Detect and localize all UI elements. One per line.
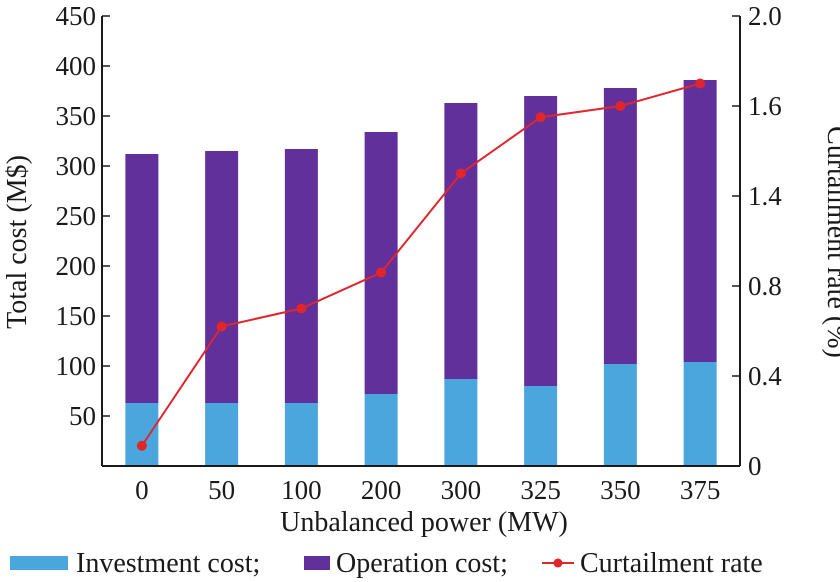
bar-investment-0: [125, 403, 159, 466]
x-ticks-layer: 0 50 100 200 300 325 350 375: [135, 475, 720, 505]
bar-operation-325: [524, 96, 558, 386]
bar-investment-375: [683, 362, 717, 466]
legend-label-investment: Investment cost;: [76, 548, 260, 579]
bars-layer: [125, 80, 717, 466]
curtailment-point-100: [296, 303, 307, 314]
curtailment-line-layer: [136, 78, 706, 451]
axes-layer: [101, 16, 741, 467]
plot-area: [125, 78, 717, 466]
bar-investment-350: [603, 364, 637, 466]
curtailment-point-350: [615, 101, 626, 111]
bar-investment-325: [524, 386, 558, 466]
y-tick-label-400: 400: [56, 51, 97, 81]
x-tick-label-200: 200: [361, 475, 402, 505]
y-tick-label-300: 300: [56, 151, 97, 181]
curtailment-line: [141, 82, 701, 447]
x-tick-label-300: 300: [441, 475, 482, 505]
legend-swatch-operation: [304, 556, 330, 570]
curtailment-point-200: [376, 267, 387, 278]
bar-investment-50: [205, 403, 239, 466]
x-tick-label-375: 375: [680, 475, 721, 505]
curtailment-point-300: [455, 168, 466, 179]
y-tick-label-200: 200: [56, 251, 97, 281]
y2-tick-label-1.6: 1.6: [748, 91, 782, 121]
x-tick-label-50: 50: [208, 475, 235, 505]
x-tick-label-350: 350: [600, 475, 641, 505]
bar-investment-200: [364, 394, 398, 466]
legend-label-operation: Operation cost;: [336, 548, 508, 579]
y-tick-label-100: 100: [56, 351, 97, 381]
y2-tick-label-0.8: 0.8: [748, 271, 782, 301]
y-tick-label-350: 350: [56, 101, 97, 131]
y2-tick-label-0.4: 0.4: [748, 361, 782, 391]
legend-label-curtailment: Curtailment rate: [580, 548, 763, 579]
x-tick-label-325: 325: [520, 475, 561, 505]
curtailment-point-0: [136, 440, 147, 451]
y-tick-label-450: 450: [56, 1, 97, 31]
curtailment-point-325: [535, 112, 546, 123]
legend: Investment cost; Operation cost; Curtail…: [10, 548, 763, 579]
y2-axis-title: Curtailment rate (%): [821, 126, 840, 358]
y2-tick-label-1.4: 1.4: [748, 181, 782, 211]
x-tick-label-100: 100: [281, 475, 322, 505]
bar-investment-300: [444, 379, 478, 466]
bar-operation-350: [603, 88, 637, 364]
right-ticks-layer: 0 0.4 0.8 1.4 1.6 2.0: [732, 1, 782, 481]
curtailment-point-375: [695, 78, 706, 89]
x-tick-label-0: 0: [135, 475, 149, 505]
bar-operation-100: [284, 149, 318, 403]
bar-operation-200: [364, 132, 398, 394]
y-axis-title: Total cost (M$): [2, 155, 33, 329]
curtailment-point-50: [216, 321, 227, 332]
x-axis-title: Unbalanced power (MW): [280, 507, 568, 538]
y-tick-label-50: 50: [69, 401, 96, 431]
bar-operation-300: [444, 103, 478, 379]
legend-swatch-investment: [10, 556, 68, 570]
y2-tick-label-0: 0: [748, 451, 762, 481]
bar-investment-100: [284, 403, 318, 466]
legend-marker-curtailment: [553, 558, 563, 568]
bar-operation-375: [683, 80, 717, 362]
y-tick-label-150: 150: [56, 301, 97, 331]
y2-tick-label-2.0: 2.0: [748, 1, 782, 31]
bar-operation-50: [205, 151, 239, 403]
left-ticks-layer: 50 100 150 200 250 300 350 400 450: [56, 1, 110, 431]
y-tick-label-250: 250: [56, 201, 97, 231]
bar-operation-0: [125, 154, 159, 403]
